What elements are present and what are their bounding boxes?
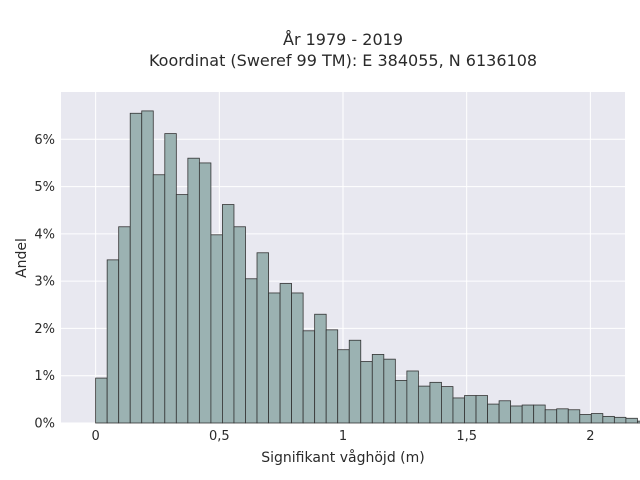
histogram-bar-12 [233,226,246,424]
histogram-bar-37 [521,404,535,424]
histogram-bar-10 [210,234,223,424]
histogram-bar-4 [141,110,154,424]
histogram-bar-17 [291,292,304,424]
y-tick-label-6: 6% [34,133,55,148]
histogram-bar-8 [187,157,200,424]
histogram-bar-47 [637,420,640,424]
histogram-bar-5 [152,174,166,424]
y-tick-label-0: 0% [34,417,55,432]
histogram-bar-34 [487,403,500,424]
chart-title-line-2: Koordinat (Sweref 99 TM): E 384055, N 61… [149,51,537,70]
histogram-bar-45 [613,416,627,424]
x-tick-label-4: 2 [586,429,594,444]
y-tick-label-5: 5% [34,180,55,195]
bars-layer [95,110,640,424]
histogram-bar-28 [417,385,431,424]
histogram-bar-24 [371,354,385,424]
histogram-bar-35 [498,400,512,424]
histogram-bar-11 [222,204,235,424]
histogram-bar-23 [360,361,373,424]
x-tick-label-3: 1,5 [456,429,477,444]
histogram-bar-0 [95,377,108,424]
histogram-bar-40 [556,408,569,424]
y-tick-labels: 0% 1% 2% 3% 4% 5% 6% [34,133,55,432]
histogram-bar-36 [510,405,523,424]
histogram-bar-39 [544,409,558,424]
histogram-bar-2 [118,226,131,424]
histogram-bar-7 [175,194,189,424]
histogram-bar-44 [602,415,615,424]
histogram-bar-27 [406,370,419,424]
histogram-bar-41 [567,409,581,424]
histogram-bar-46 [625,417,638,424]
y-tick-label-2: 2% [34,322,55,337]
x-tick-label-2: 1 [339,429,347,444]
histogram-bar-25 [383,358,396,424]
y-tick-label-3: 3% [34,275,55,290]
histogram-bar-14 [256,252,269,424]
x-tick-label-1: 0,5 [209,429,230,444]
chart-title-line-1: År 1979 - 2019 [283,30,403,49]
histogram-bar-18 [302,330,316,424]
histogram-bar-31 [452,397,465,424]
histogram-bar-15 [268,292,281,424]
histogram-bar-13 [245,278,258,424]
histogram-bar-20 [325,329,339,424]
y-axis-label: Andel [14,238,30,278]
x-axis-label: Signifikant våghöjd (m) [261,449,424,466]
histogram-bar-22 [348,339,362,424]
histogram-bar-26 [394,380,408,424]
x-tick-label-0: 0 [91,429,99,444]
histogram-bar-30 [441,386,454,424]
histogram-bar-16 [279,283,292,424]
histogram-bar-9 [198,162,212,424]
histogram-bar-42 [579,414,592,424]
histogram-bar-21 [337,349,350,424]
histogram-bar-19 [314,313,327,424]
histogram-bar-6 [164,133,177,424]
histogram-bar-43 [590,413,604,424]
histogram-bar-3 [129,112,143,424]
histogram-bar-1 [106,259,120,424]
y-tick-label-1: 1% [34,369,55,384]
histogram-bar-29 [429,381,442,424]
histogram-bar-38 [533,404,546,424]
y-tick-label-4: 4% [34,227,55,242]
x-tick-labels: 0 0,5 1 1,5 2 [91,429,594,444]
histogram-bar-33 [475,395,488,424]
histogram-bar-32 [464,395,477,424]
